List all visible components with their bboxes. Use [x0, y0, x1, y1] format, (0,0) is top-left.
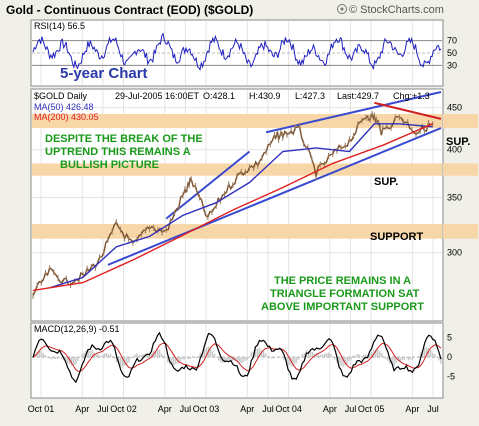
x-tick-label: Apr [323, 404, 337, 414]
ma200-label: MA(200) 430.05 [34, 112, 99, 122]
uptrend-line [107, 127, 442, 266]
support-zone-extension [443, 163, 478, 176]
ma50-line [49, 123, 433, 289]
chart-period-note: 5-year Chart [60, 65, 148, 82]
support-zone [32, 224, 442, 239]
brand-label: © StockCharts.com [349, 4, 444, 16]
macd-signal-line [32, 342, 442, 372]
support-zones [32, 113, 478, 239]
info-date: 29-Jul-2005 16:00ET [115, 91, 200, 101]
rsi-tick-label: 50 [447, 48, 457, 58]
price-tick-label: 400 [447, 145, 462, 155]
rsi-label: RSI(14) 56.5 [34, 21, 85, 31]
rsi-tick-label: 70 [447, 36, 457, 46]
x-tick-label: Jul [97, 404, 109, 414]
upper-channel-line-1 [165, 150, 251, 220]
info-change: Chg:+1.3 [393, 91, 430, 101]
bullhorn-icon [337, 4, 347, 14]
price-tick-label: 300 [447, 248, 462, 258]
annotation-line: BULLISH PICTURE [60, 159, 159, 171]
annotation-line: UPTREND THIS REMAINS A [45, 146, 191, 158]
macd-tick-label: 0 [447, 352, 452, 362]
x-tick-label: Apr [158, 404, 172, 414]
macd-tick-label: 5 [447, 333, 452, 343]
x-tick-label: Oct 01 [28, 404, 55, 414]
chart-title: Gold - Continuous Contract (EOD) ($GOLD) [6, 3, 253, 17]
annotation-line: DESPITE THE BREAK OF THE [45, 133, 203, 145]
x-tick-label: Jul [345, 404, 357, 414]
price-info-line: $GOLD Daily 29-Jul-2005 16:00ET O:428.1 … [34, 91, 430, 101]
rsi-tick-label: 30 [447, 60, 457, 70]
price-layer: 300 350 400 450 [32, 91, 462, 299]
x-tick-label: Apr [75, 404, 89, 414]
macd-tick-label: -5 [447, 372, 455, 382]
price-tick-label: 350 [447, 193, 462, 203]
x-tick-label: Jul [262, 404, 274, 414]
support-label: SUP. [374, 176, 398, 188]
annotation-line: TRIANGLE FORMATION SAT [270, 288, 420, 300]
price-tick-label: 450 [447, 103, 462, 113]
rsi-line [32, 32, 442, 72]
x-tick-label: Oct 04 [275, 404, 302, 414]
info-low: L:427.3 [295, 91, 325, 101]
triangle-resistance-line [374, 101, 442, 120]
info-high: H:430.9 [249, 91, 281, 101]
info-open: O:428.1 [203, 91, 235, 101]
support-zone-extension [443, 113, 478, 129]
x-tick-label: Oct 05 [358, 404, 385, 414]
x-tick-label: Oct 02 [110, 404, 137, 414]
ma50-label: MA(50) 426.48 [34, 102, 94, 112]
info-last: Last:429.7 [337, 91, 379, 101]
x-tick-label: Apr [405, 404, 419, 414]
annotation-line: THE PRICE REMAINS IN A [274, 275, 411, 287]
macd-line [32, 331, 442, 384]
ma200-line [32, 123, 433, 292]
annotations: DESPITE THE BREAK OF THE UPTREND THIS RE… [45, 133, 470, 313]
x-tick-label: Jul [180, 404, 192, 414]
macd-label: MACD(12,26,9) -0.51 [34, 324, 120, 334]
macd-layer: -5 0 5 [32, 331, 455, 384]
x-tick-label: Apr [240, 404, 254, 414]
support-label: SUP. [446, 136, 470, 148]
support-zone-extension [443, 224, 478, 239]
support-zone [32, 163, 442, 176]
axis-layer: Oct 01 Apr Jul Oct 02 Apr Jul Oct 03 Apr Jul Oct … [28, 404, 439, 414]
x-tick-label: Jul [427, 404, 439, 414]
annotation-line: ABOVE IMPORTANT SUPPORT [261, 301, 424, 313]
support-zone [32, 113, 442, 129]
x-tick-label: Oct 03 [193, 404, 220, 414]
rsi-layer: 30 50 70 [32, 32, 457, 72]
support-label: SUPPORT [370, 231, 423, 243]
info-symbol: $GOLD Daily [34, 91, 88, 101]
